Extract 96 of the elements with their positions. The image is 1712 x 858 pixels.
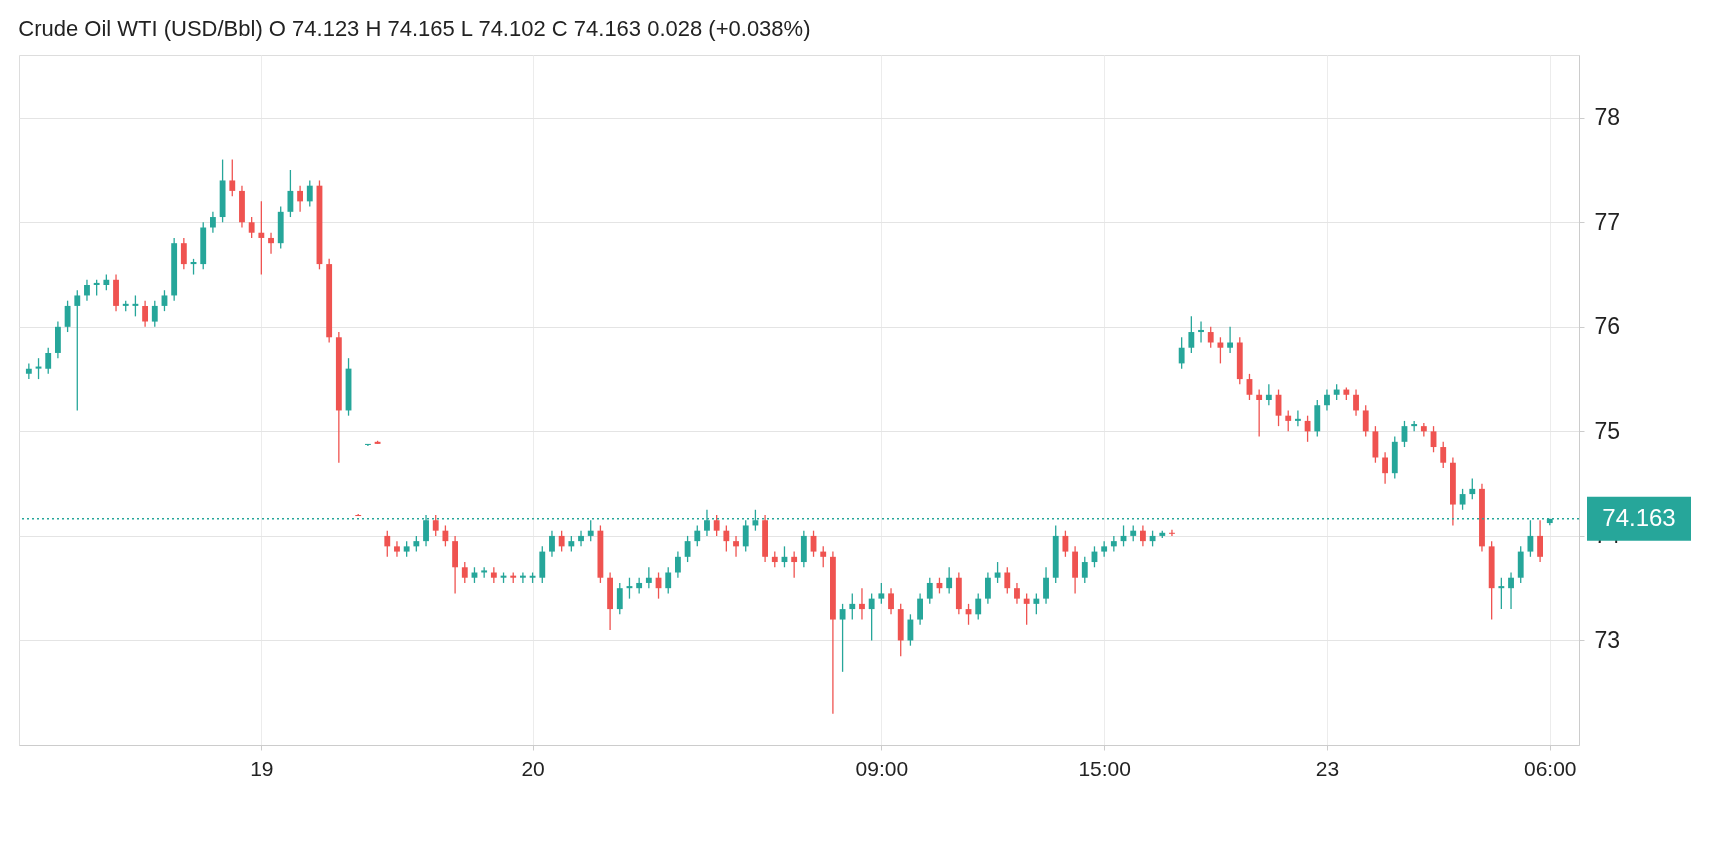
candlestick [587,519,594,542]
candlestick [1043,566,1049,605]
candlestick [578,530,584,548]
candlestick [1459,488,1466,511]
candlestick [820,545,827,568]
candlestick [1256,388,1263,438]
candlestick [1207,326,1214,349]
candlestick [1081,556,1088,584]
y-tick-label: 75 [1594,417,1621,444]
candlestick [946,566,953,595]
candlestick [1440,441,1447,469]
candlestick [258,200,265,276]
candlestick [394,540,400,558]
candlestick [878,582,885,605]
candlestick [616,582,623,615]
x-tick-label: 06:00 [1524,756,1577,780]
candlestick [1294,409,1301,427]
candlestick [1169,528,1175,537]
candlestick [1353,388,1359,417]
candlestick [132,294,139,318]
candlestick [1537,519,1544,563]
candlestick [839,603,846,673]
candlestick [64,300,71,333]
candlestick [1004,566,1011,595]
candlestick [1033,592,1040,615]
candlestick [1198,320,1204,344]
candlestick [161,289,168,312]
x-tick-label: 19 [250,756,274,780]
candlestick [994,561,1001,584]
x-tick-label: 23 [1315,756,1340,780]
candlestick [287,169,294,218]
candlestick [1324,388,1330,412]
candlestick [975,592,982,621]
candlestick [907,613,914,647]
y-tick-label: 78 [1594,104,1621,131]
candlestick [1062,530,1069,558]
candlestick [1508,571,1514,610]
candlestick [723,524,730,553]
candlestick [926,577,933,605]
candlestick [432,514,439,537]
candlestick [151,300,158,328]
candlestick [1527,519,1534,558]
candlestick [461,561,468,584]
chart-title: Crude Oil WTI (USD/Bbl) O 74.123 H 74.165 L 74.102 C 74.163 0.028 (+0.038%) [18,16,811,41]
candlestick [868,592,875,642]
candlestick [384,530,391,558]
x-tick-label: 15:00 [1078,756,1131,780]
candlestick [742,519,749,553]
candlestick [684,535,691,563]
candlestick [888,587,894,615]
candlestick [180,237,187,270]
candlestick [1362,404,1369,438]
candlestick [1265,383,1272,406]
candlestick [1382,451,1389,485]
candlestick [917,592,924,626]
candlestick [248,216,255,239]
candlestick [665,566,672,595]
candlestick [1139,524,1146,548]
candlestick [984,571,991,605]
candlestick [1217,336,1224,365]
candlestick [442,524,449,548]
candlestick [142,300,149,328]
candlestick [694,524,701,548]
candlestick [1014,582,1020,605]
candlestick [306,179,313,208]
y-tick-label: 73 [1594,626,1621,653]
candlestick [45,347,52,375]
candlestick [268,232,274,255]
candlestick [1498,577,1505,610]
candlestick [733,535,739,558]
candlestick [84,279,90,302]
candlestick [74,289,81,412]
candlestick [209,211,216,234]
candlestick [1285,409,1292,433]
candlestick [674,550,681,579]
candlestick [1023,592,1030,626]
candlestick [297,185,304,213]
candlestick [859,587,865,621]
candlestick [713,514,720,537]
candlestick [791,550,798,579]
x-tick-label: 09:00 [855,756,909,780]
ref-line-label: 74.163 [1602,503,1676,531]
candlestick [1188,315,1195,354]
candlestick [1178,336,1185,370]
candlestick [549,530,555,558]
x-tick-label: 20 [521,756,545,780]
candlestick [1304,415,1311,443]
candlestick [645,566,652,589]
candlestick [519,571,526,584]
y-tick-label: 76 [1594,313,1621,340]
y-tick-label: 77 [1594,208,1621,235]
candlestick [229,158,236,197]
candlestick [558,530,565,553]
candlestick [849,592,856,621]
candlestick [1227,326,1234,354]
candlestick [1469,477,1476,500]
